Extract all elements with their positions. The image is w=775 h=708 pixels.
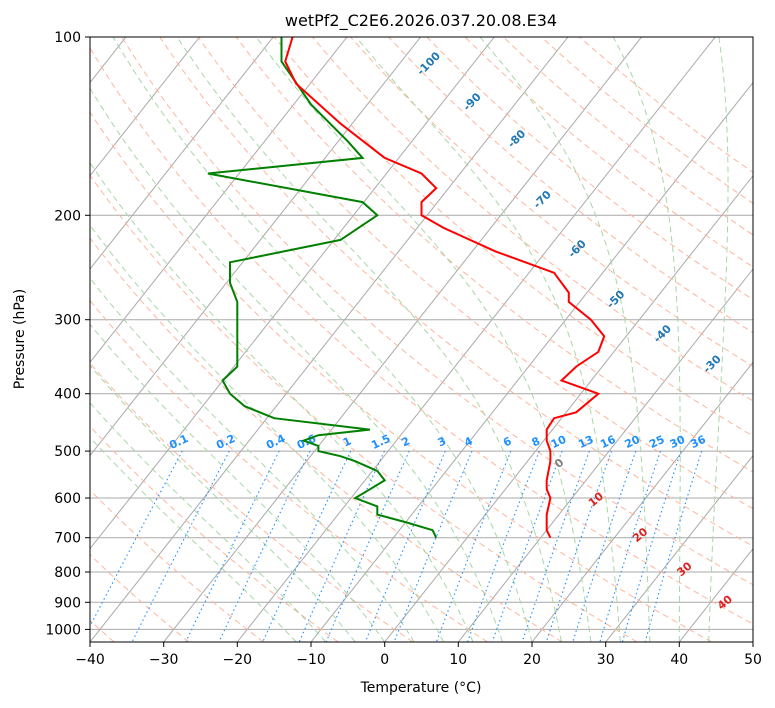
mixing-ratio-line (393, 450, 473, 642)
x-axis-label: Temperature (°C) (360, 680, 482, 696)
moist-adiabat-line (90, 364, 356, 642)
y-tick-label: 1000 (45, 622, 81, 638)
y-tick-label: 900 (54, 595, 81, 611)
y-tick-label: 600 (54, 491, 81, 507)
y-tick-label: 100 (54, 30, 81, 46)
y-tick-label: 700 (54, 531, 81, 547)
mixing-ratio-label: 10 (549, 433, 569, 451)
x-tick-label: 40 (670, 652, 688, 668)
mixing-ratio-line (572, 450, 637, 642)
moist-adiabat-line (479, 37, 651, 642)
mixing-ratio-label: 25 (647, 433, 666, 451)
isotherm-line (384, 174, 753, 642)
mixing-ratio-line (621, 450, 682, 642)
isotherm-grid (90, 37, 753, 642)
moist-adiabat-line (90, 224, 445, 642)
moist-adiabat-line (255, 37, 592, 642)
moist-adiabat-line (176, 37, 562, 642)
y-tick-label: 400 (54, 387, 81, 403)
plot-frame (89, 36, 754, 643)
mixing-ratio-line (644, 450, 703, 642)
dry-adiabat-line (90, 554, 190, 642)
dry-adiabat-line (273, 37, 753, 437)
moist-adiabat-line (90, 277, 415, 642)
moist-adiabats (90, 37, 729, 642)
isotherm-line (90, 37, 200, 177)
dry-adiabat-line (197, 37, 753, 510)
mixing-ratio-label: 13 (576, 433, 595, 451)
moist-adiabat-line (112, 37, 533, 642)
mixing-ratio-line (131, 450, 230, 642)
mixing-ratio-line (545, 450, 613, 642)
dry-adiabat-line (90, 362, 414, 642)
moist-adiabat-line (355, 37, 621, 642)
chart-title: wetPf2_C2E6.2026.037.20.08.E34 (285, 11, 557, 31)
isotherm-line (605, 454, 753, 642)
moist-adiabat-line (90, 436, 297, 642)
dry-adiabat-line (90, 47, 753, 625)
x-tick-label: 20 (523, 652, 541, 668)
y-tick-label: 800 (54, 565, 81, 581)
mixing-ratio-line (599, 450, 661, 642)
dry-adiabat-line (90, 237, 563, 642)
x-tick-label: −20 (223, 652, 253, 668)
mixing-ratio-label: 30 (668, 433, 688, 451)
dry-adiabat-line (159, 37, 753, 547)
x-tick-label: 0 (380, 652, 389, 668)
isotherm-line (531, 361, 753, 642)
x-tick-label: 10 (449, 652, 467, 668)
dry-adiabat-line (312, 37, 753, 402)
mixing-ratio-line (364, 450, 446, 642)
dry-adiabats (90, 37, 753, 642)
mixing-ratio-line (90, 450, 183, 628)
mixing-ratio-line (218, 450, 311, 642)
moist-adiabat-line (708, 37, 729, 642)
isotherm-line (90, 37, 421, 457)
dry-adiabat-line (90, 111, 712, 642)
isotherm-line (90, 37, 569, 642)
mixing-ratio-label: 16 (598, 433, 618, 451)
moist-adiabat-line (90, 87, 503, 642)
x-tick-label: −40 (75, 652, 105, 668)
dry-adiabat-line (90, 425, 339, 642)
moist-adiabat-line (612, 37, 681, 642)
x-tick-label: 50 (744, 652, 762, 668)
mixing-ratio-lines (90, 450, 703, 642)
isotherm-line (163, 37, 642, 642)
moist-adiabat-line (90, 323, 386, 642)
isotherm-line (236, 37, 716, 642)
mixing-ratio-label: 36 (689, 433, 709, 451)
mixing-ratio-line (521, 450, 590, 642)
x-axis-ticks: −40 −30 −20 −10 0 10 20 30 40 50 (75, 642, 762, 668)
dewpoint-line (207, 37, 438, 539)
dry-adiabat-line (90, 299, 488, 642)
mixing-ratio-line (491, 450, 563, 642)
y-axis-label: Pressure (hPa) (12, 289, 28, 389)
y-tick-label: 300 (54, 313, 81, 329)
temperature-line (284, 37, 606, 539)
dry-adiabat-line (121, 37, 753, 586)
isotherm-line (90, 37, 274, 270)
x-tick-label: 30 (597, 652, 615, 668)
dry-adiabat-line (90, 174, 638, 642)
moist-adiabat-line (90, 162, 474, 642)
mixing-ratio-label: 20 (623, 433, 643, 451)
y-tick-label: 200 (54, 208, 81, 224)
y-axis-ticks: 100 200 300 400 500 600 700 800 900 1000 (45, 30, 90, 638)
dry-adiabat-line (350, 37, 753, 368)
x-tick-label: −10 (296, 652, 326, 668)
dry-adiabat-line (235, 37, 753, 473)
mixing-ratio-line (466, 450, 540, 642)
isotherm-line (90, 37, 495, 550)
isotherm-line (90, 37, 348, 364)
x-tick-label: −30 (149, 652, 179, 668)
y-tick-label: 500 (54, 444, 81, 460)
